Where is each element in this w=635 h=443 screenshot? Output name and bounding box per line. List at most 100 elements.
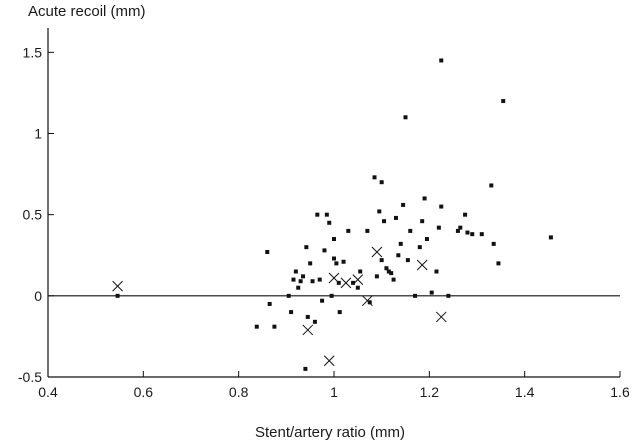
x-axis-title: Stent/artery ratio (mm): [255, 424, 405, 441]
square-data-point: [548, 235, 553, 240]
square-data-point: [115, 293, 120, 298]
square-data-point: [303, 366, 308, 371]
square-data-point: [372, 175, 377, 180]
x-tick-label: 0.4: [38, 384, 58, 400]
x-tick-label: 1: [330, 384, 338, 400]
square-data-point: [465, 230, 470, 235]
square-data-point: [413, 293, 418, 298]
square-data-point: [479, 232, 484, 237]
square-data-point: [408, 228, 413, 233]
square-data-point: [377, 209, 382, 214]
square-data-point: [489, 183, 494, 188]
square-data-point: [429, 290, 434, 295]
square-data-point: [379, 258, 384, 263]
square-data-point: [463, 212, 468, 217]
data-points: [112, 58, 553, 371]
square-data-point: [436, 225, 441, 230]
square-data-point: [374, 274, 379, 279]
square-data-point: [379, 180, 384, 185]
square-data-point: [293, 269, 298, 274]
square-data-point: [422, 196, 427, 201]
y-axis-title: Acute recoil (mm): [28, 3, 146, 20]
square-data-point: [332, 256, 336, 261]
square-data-point: [496, 261, 501, 266]
x-tick-label: 1.6: [610, 384, 630, 400]
square-data-point: [254, 324, 259, 329]
square-data-point: [446, 293, 451, 298]
square-data-point: [393, 215, 398, 220]
x-marker-data-point: [302, 324, 314, 336]
square-data-point: [351, 280, 356, 285]
x-marker-data-point: [323, 355, 335, 367]
y-tick-label: -0.5: [18, 369, 42, 385]
square-data-point: [396, 253, 401, 258]
square-data-point: [337, 310, 342, 315]
square-data-point: [304, 245, 309, 250]
x-tick-label: 1.2: [420, 384, 440, 400]
y-tick-label: 1: [34, 126, 42, 142]
square-data-point: [470, 232, 475, 237]
square-data-point: [312, 319, 317, 324]
square-data-point: [305, 314, 310, 319]
square-data-point: [401, 202, 406, 207]
square-data-point: [286, 293, 291, 298]
square-data-point: [424, 237, 429, 242]
x-tick-label: 1.4: [515, 384, 535, 400]
square-data-point: [327, 220, 332, 225]
square-data-point: [289, 310, 294, 315]
square-data-point: [491, 241, 496, 246]
x-marker-data-point: [352, 274, 364, 285]
square-data-point: [458, 225, 463, 230]
square-data-point: [398, 241, 403, 246]
tick-labels: 0.4 0.6 0.8 1 1.2 1.4 1.6 -0.5 0 0.5 1 1.5: [18, 44, 630, 400]
x-marker-data-point: [416, 259, 428, 271]
square-data-point: [439, 204, 444, 209]
square-data-point: [405, 258, 410, 263]
square-data-point: [403, 115, 408, 120]
square-data-point: [310, 279, 315, 284]
square-data-point: [315, 212, 320, 217]
x-tick-label: 0.8: [229, 384, 249, 400]
square-data-point: [332, 237, 336, 242]
square-data-point: [358, 269, 363, 274]
y-tick-label: 0.5: [23, 207, 43, 223]
x-marker-data-point: [435, 311, 447, 323]
x-marker-data-point: [362, 295, 373, 307]
x-marker-data-point: [112, 280, 123, 292]
square-data-point: [417, 245, 422, 250]
x-marker-data-point: [340, 277, 352, 289]
square-data-point: [267, 301, 272, 306]
square-data-point: [320, 298, 325, 303]
square-data-point: [386, 269, 391, 274]
x-tick-label: 0.6: [134, 384, 154, 400]
square-data-point: [317, 277, 322, 282]
square-data-point: [346, 228, 351, 233]
square-data-point: [434, 269, 439, 274]
square-data-point: [298, 279, 303, 284]
square-data-point: [308, 261, 313, 266]
square-data-point: [455, 228, 460, 233]
square-data-point: [382, 219, 387, 224]
square-data-point: [329, 293, 334, 298]
square-data-point: [272, 324, 277, 329]
square-data-point: [324, 212, 329, 217]
square-data-point: [389, 271, 394, 276]
square-data-point: [355, 285, 360, 290]
square-data-point: [367, 300, 372, 305]
x-marker-data-point: [371, 246, 383, 258]
square-data-point: [501, 99, 506, 104]
square-data-point: [301, 274, 306, 279]
square-data-point: [420, 219, 425, 224]
square-data-point: [384, 266, 389, 271]
square-data-point: [391, 277, 396, 282]
square-data-point: [291, 277, 296, 282]
square-data-point: [439, 58, 444, 63]
y-tick-label: 1.5: [23, 44, 43, 60]
square-data-point: [265, 250, 270, 255]
x-marker-data-point: [328, 272, 340, 284]
square-data-point: [322, 248, 327, 253]
axes: [47, 28, 621, 378]
square-data-point: [296, 285, 301, 290]
square-data-point: [341, 259, 346, 264]
